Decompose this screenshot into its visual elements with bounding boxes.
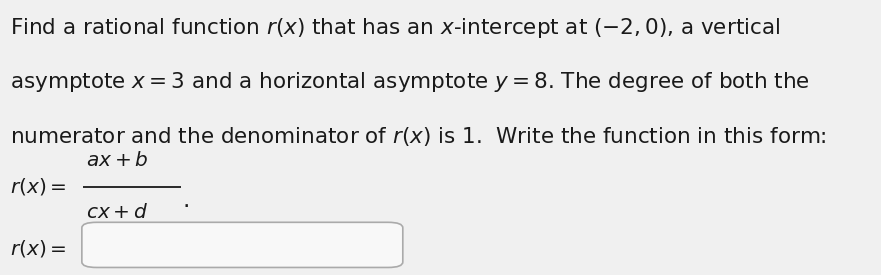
Text: $ax + b$: $ax + b$ — [85, 151, 148, 170]
FancyBboxPatch shape — [82, 222, 403, 268]
Text: Find a rational function $r(x)$ that has an $x$-intercept at $(-2, 0)$, a vertic: Find a rational function $r(x)$ that has… — [10, 16, 780, 40]
Text: asymptote $x = 3$ and a horizontal asymptote $y = 8$. The degree of both the: asymptote $x = 3$ and a horizontal asymp… — [10, 70, 810, 95]
Text: $cx + d$: $cx + d$ — [85, 203, 148, 222]
Text: $r(x) =$: $r(x) =$ — [10, 176, 66, 197]
Text: .: . — [183, 189, 190, 212]
Text: $r(x) =$: $r(x) =$ — [10, 238, 66, 259]
Text: numerator and the denominator of $r(x)$ is 1.  Write the function in this form:: numerator and the denominator of $r(x)$ … — [10, 125, 825, 148]
